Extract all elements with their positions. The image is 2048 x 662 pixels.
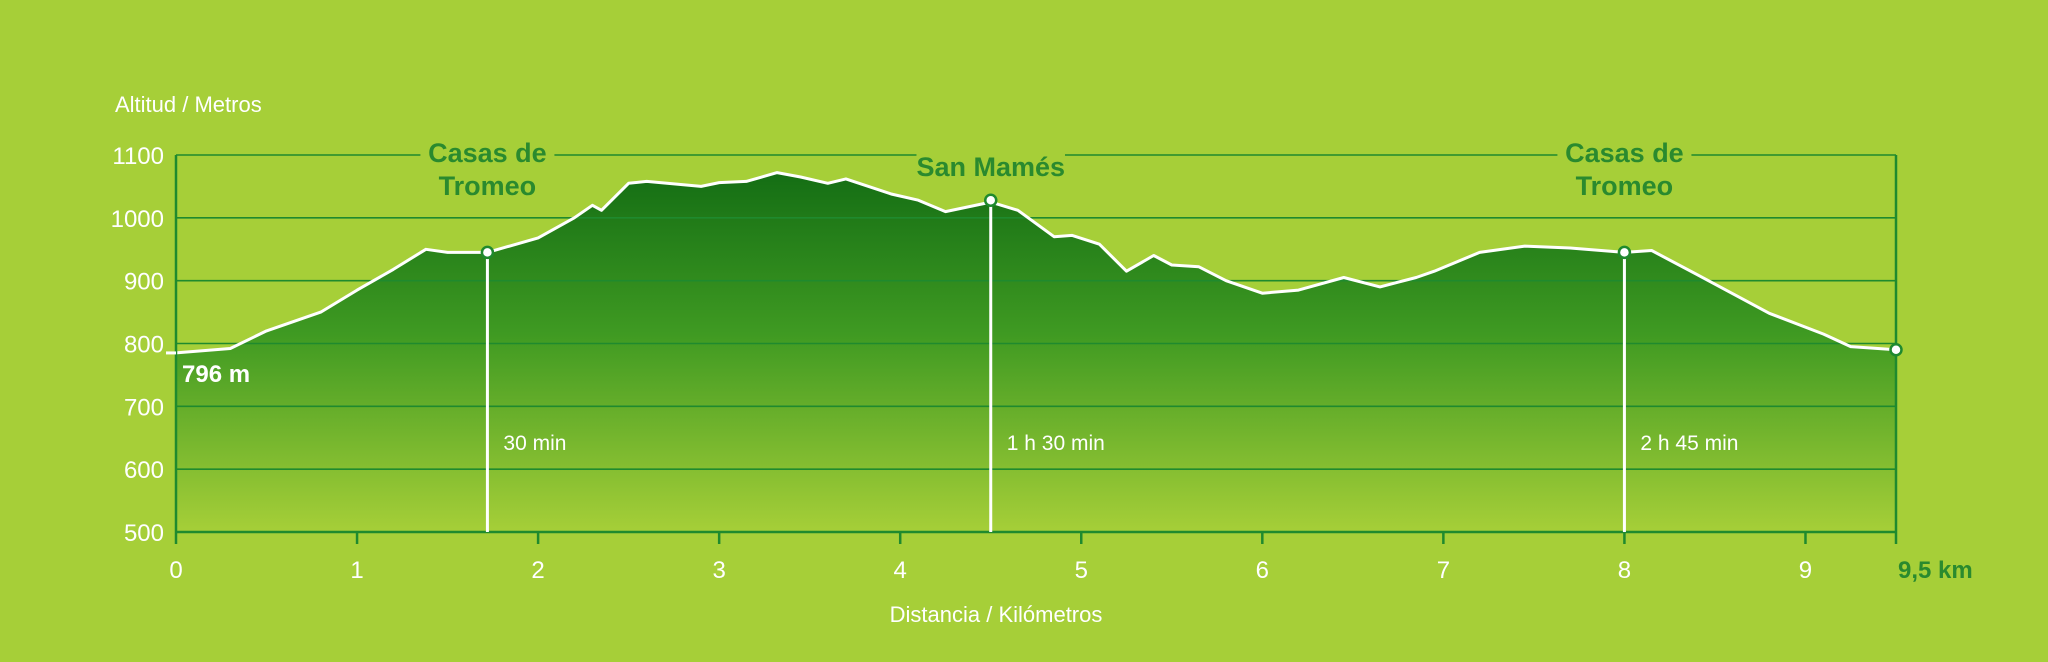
waypoint-label-bg-1-0	[916, 150, 1065, 181]
x-tick-label-8: 8	[1618, 557, 1631, 584]
waypoint-dot-2	[1617, 245, 1632, 260]
x-tick-label-9: 9	[1799, 557, 1812, 584]
waypoint-name-2-1: Tromeo	[1576, 171, 1674, 201]
y-tick-label-600: 600	[124, 457, 164, 484]
waypoint-time-2: 2 h 45 min	[1640, 432, 1738, 455]
waypoint-dot-0	[480, 245, 495, 260]
x-tick-label-2: 2	[531, 557, 544, 584]
x-tick-label-7: 7	[1437, 557, 1450, 584]
y-tick-label-1100: 1100	[112, 143, 164, 170]
waypoint-name-1-0: San Mamés	[916, 152, 1065, 182]
waypoint-name-0-0: Casas de	[428, 138, 547, 168]
y-axis-title: Altitud / Metros	[115, 92, 262, 117]
x-tick-label-1: 1	[350, 557, 363, 584]
end-point-dot	[1889, 343, 1903, 357]
y-tick-label-500: 500	[124, 520, 164, 547]
waypoint-time-0: 30 min	[503, 432, 566, 455]
elevation-area-group	[176, 172, 1896, 532]
elevation-area	[176, 172, 1896, 532]
waypoint-name-2-0: Casas de	[1565, 138, 1684, 168]
waypoint-label-bg-0-1	[434, 169, 540, 200]
y-tick-label-700: 700	[124, 394, 164, 421]
x-tick-label-0: 0	[169, 557, 182, 584]
x-axis-title: Distancia / Kilómetros	[890, 602, 1103, 627]
x-tick-label-6: 6	[1256, 557, 1269, 584]
waypoint-label-bg-2-0	[1557, 136, 1692, 167]
y-tick-label-800: 800	[124, 332, 164, 359]
x-tick-label-5: 5	[1075, 557, 1088, 584]
waypoint-label-bg-2-1	[1571, 169, 1677, 200]
y-tick-label-900: 900	[124, 269, 164, 296]
waypoint-name-0-1: Tromeo	[439, 171, 537, 201]
x-tick-label-3: 3	[712, 557, 725, 584]
tick-labels-group: 500 600 700 800 900 1000 1100 0 1 2 3 4 5 6 7 8 9 9,5 km	[111, 143, 1973, 584]
waypoint-time-1: 1 h 30 min	[1007, 432, 1105, 455]
waypoint-dot-1	[983, 193, 998, 207]
x-tick-label-10: 9,5 km	[1898, 557, 1973, 584]
waypoint-label-bg-0-0	[420, 136, 555, 167]
x-tick-label-4: 4	[894, 557, 907, 584]
y-tick-label-1000: 1000	[111, 206, 164, 233]
start-elevation-label: 796 m	[182, 361, 250, 388]
